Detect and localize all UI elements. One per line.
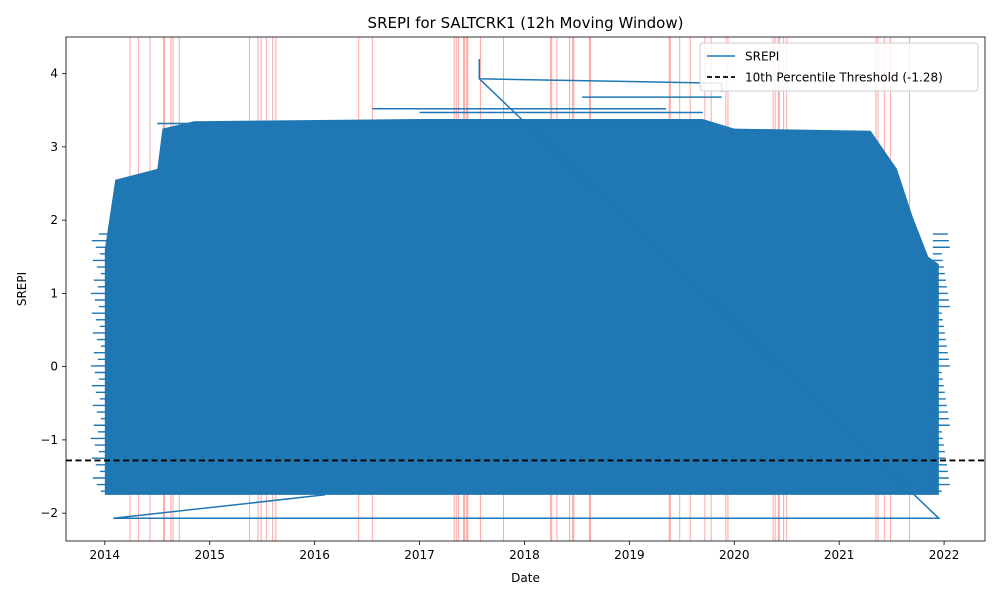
x-tick-label-4: 2018	[509, 548, 540, 562]
x-tick-label-2: 2016	[299, 548, 330, 562]
y-tick-label-2: 0	[50, 360, 58, 374]
x-tick-label-8: 2022	[929, 548, 960, 562]
chart-title: SREPI for SALTCRK1 (12h Moving Window)	[368, 14, 684, 32]
x-tick-label-6: 2020	[719, 548, 750, 562]
y-tick-label-6: 4	[50, 67, 58, 81]
plot-frame	[65, 36, 986, 542]
legend-srepi-label: SREPI	[745, 50, 779, 64]
x-tick-label-1: 2015	[194, 548, 225, 562]
x-axis-label: Date	[511, 571, 540, 585]
srepi-dense-band	[104, 119, 939, 495]
legend-box	[699, 42, 979, 92]
y-axis: −2 −1 0 1 2 3 4	[40, 67, 66, 520]
legend-threshold-label: 10th Percentile Threshold (-1.28)	[745, 71, 943, 85]
x-tick-label-7: 2021	[824, 548, 855, 562]
x-tick-label-0: 2014	[90, 548, 121, 562]
y-tick-label-1: −1	[40, 433, 58, 447]
legend: SREPI 10th Percentile Threshold (-1.28)	[699, 42, 979, 92]
srepi-line	[113, 59, 941, 520]
y-axis-label: SREPI	[15, 272, 29, 306]
y-tick-label-0: −2	[40, 506, 58, 520]
x-tick-label-3: 2017	[404, 548, 435, 562]
y-tick-label-3: 1	[50, 286, 58, 300]
x-tick-label-5: 2019	[614, 548, 645, 562]
series-layer	[90, 59, 950, 520]
x-axis: 2014 2015 2016 2017 2018 2019 2020 2021 2022	[90, 541, 960, 562]
y-tick-label-4: 2	[50, 213, 58, 227]
y-tick-label-5: 3	[50, 140, 58, 154]
